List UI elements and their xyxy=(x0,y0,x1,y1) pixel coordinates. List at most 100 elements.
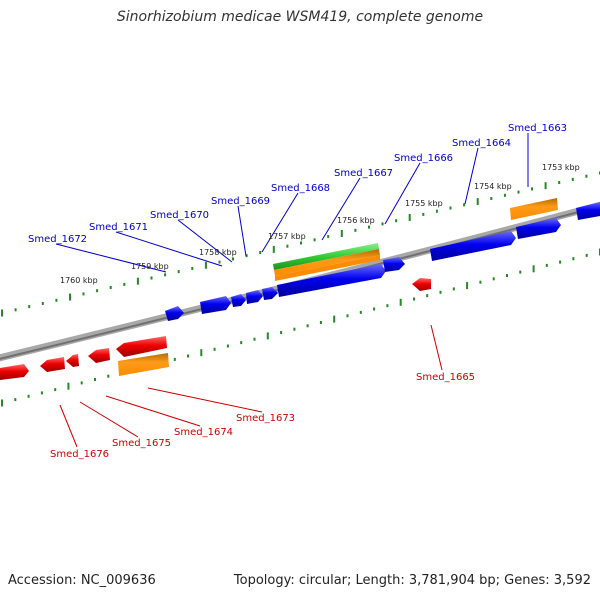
upper-tick-row xyxy=(1,171,600,317)
gene-arrow-forward[interactable] xyxy=(165,306,184,321)
reverse-genes xyxy=(0,278,431,380)
gene-arrow-forward[interactable] xyxy=(516,218,561,239)
gene-labels-reverse: Smed_1665 Smed_1673 Smed_1674 Smed_1675 … xyxy=(50,372,475,460)
minor-tick xyxy=(368,225,370,229)
minor-tick xyxy=(41,302,44,305)
minor-tick xyxy=(572,257,575,261)
scale-label: 1760 kbp xyxy=(60,276,98,285)
major-tick xyxy=(272,245,275,253)
major-tick xyxy=(408,214,411,221)
minor-tick xyxy=(109,286,112,289)
accession-text: Accession: NC_009636 xyxy=(8,573,156,588)
minor-tick xyxy=(479,280,482,284)
scale-label: 1753 kbp xyxy=(542,163,580,172)
major-tick xyxy=(399,298,402,306)
forward-genes xyxy=(165,202,600,321)
minor-tick xyxy=(54,388,57,392)
gene-label[interactable]: Smed_1671 xyxy=(89,222,148,233)
minor-tick xyxy=(439,290,442,294)
gene-arrow-forward[interactable] xyxy=(430,231,516,261)
minor-tick xyxy=(14,398,17,402)
trna-feature[interactable] xyxy=(273,243,379,270)
gene-arrow-forward[interactable] xyxy=(246,290,263,304)
minor-tick xyxy=(327,235,330,239)
major-tick xyxy=(136,277,139,285)
gene-arrow-reverse[interactable] xyxy=(66,354,79,367)
minor-tick xyxy=(280,331,283,334)
gene-label[interactable]: Smed_1667 xyxy=(334,168,393,179)
major-tick xyxy=(266,332,269,340)
minor-tick xyxy=(107,374,110,378)
major-tick xyxy=(340,230,343,237)
minor-tick xyxy=(191,267,194,270)
gene-label[interactable]: Smed_1664 xyxy=(452,138,511,149)
gene-label[interactable]: Smed_1663 xyxy=(508,123,567,134)
gene-arrow-reverse[interactable] xyxy=(116,336,167,357)
gene-arrow-forward[interactable] xyxy=(231,294,246,307)
minor-tick xyxy=(346,314,349,318)
minor-tick xyxy=(531,187,533,191)
minor-tick xyxy=(395,219,398,223)
gene-label[interactable]: Smed_1666 xyxy=(394,153,453,164)
minor-tick xyxy=(40,391,43,395)
minor-tick xyxy=(559,260,562,264)
minor-tick xyxy=(422,212,425,216)
gene-arrow-forward[interactable] xyxy=(383,257,405,272)
gene-arrow-reverse[interactable] xyxy=(40,357,65,372)
scale-label: 1759 kbp xyxy=(131,262,169,271)
map-title: Sinorhizobium medicae WSM419, complete g… xyxy=(116,9,484,25)
scale-labels: 1753 kbp 1754 kbp 1755 kbp 1756 kbp 1757… xyxy=(60,163,580,285)
gene-arrow-reverse[interactable] xyxy=(0,364,29,380)
major-tick xyxy=(69,293,71,301)
major-tick xyxy=(204,261,207,269)
minor-tick xyxy=(545,263,548,267)
scale-label: 1754 kbp xyxy=(474,182,512,191)
gene-label[interactable]: Smed_1672 xyxy=(28,234,87,245)
minor-tick xyxy=(381,222,384,226)
minor-tick xyxy=(306,324,309,328)
gene-label[interactable]: Smed_1670 xyxy=(150,210,209,221)
gene-label[interactable]: Smed_1669 xyxy=(211,196,270,207)
minor-tick xyxy=(449,206,452,210)
minor-tick xyxy=(319,321,322,324)
major-tick xyxy=(476,198,479,206)
major-tick xyxy=(67,382,70,390)
gene-labels-forward: Smed_1663 Smed_1664 Smed_1666 Smed_1667 … xyxy=(28,123,567,245)
major-tick xyxy=(1,309,3,317)
gene-arrow-reverse[interactable] xyxy=(88,348,110,363)
rrna-feature[interactable] xyxy=(274,249,380,276)
minor-tick xyxy=(82,292,85,296)
genome-summary-text: Topology: circular; Length: 3,781,904 bp… xyxy=(233,573,591,588)
minor-tick xyxy=(94,378,96,381)
minor-tick xyxy=(373,307,376,311)
major-tick xyxy=(466,282,469,290)
minor-tick xyxy=(503,193,506,197)
minor-tick xyxy=(452,287,455,291)
gene-arrow-forward[interactable] xyxy=(576,202,600,220)
gene-label[interactable]: Smed_1676 xyxy=(50,449,109,460)
minor-tick xyxy=(14,308,17,312)
gene-label[interactable]: Smed_1673 xyxy=(236,413,295,424)
scale-label: 1758 kbp xyxy=(199,248,237,257)
gene-arrow-forward[interactable] xyxy=(262,287,278,300)
rrna-trna-features xyxy=(118,198,558,376)
minor-tick xyxy=(386,304,389,308)
rrna-feature[interactable] xyxy=(275,255,380,281)
gene-label[interactable]: Smed_1675 xyxy=(112,438,171,449)
gene-label[interactable]: Smed_1668 xyxy=(271,183,330,194)
scale-label: 1755 kbp xyxy=(405,199,443,208)
minor-tick xyxy=(27,394,30,398)
minor-tick xyxy=(232,257,234,261)
minor-tick xyxy=(173,357,176,361)
rrna-feature[interactable] xyxy=(118,353,169,376)
minor-tick xyxy=(300,241,302,245)
gene-label[interactable]: Smed_1674 xyxy=(174,427,233,438)
gene-label[interactable]: Smed_1665 xyxy=(416,372,475,383)
minor-tick xyxy=(187,354,189,358)
gene-arrow-forward[interactable] xyxy=(200,296,231,314)
rrna-feature[interactable] xyxy=(510,198,558,220)
gene-arrow-forward[interactable] xyxy=(277,264,386,297)
gene-arrow-reverse[interactable] xyxy=(412,278,431,291)
